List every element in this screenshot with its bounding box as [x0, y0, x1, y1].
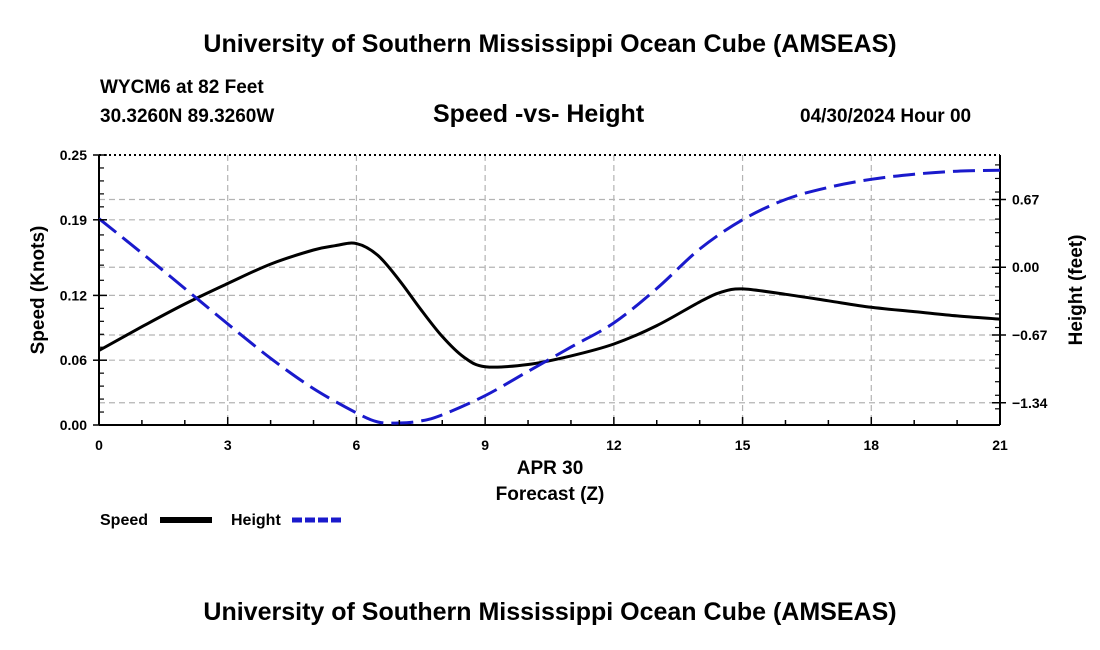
- x-tick-label: 12: [606, 437, 622, 453]
- x-tick-label: 21: [992, 437, 1008, 453]
- y2-tick-label: 0.67: [1012, 191, 1039, 207]
- station-label: WYCM6 at 82 Feet: [100, 77, 264, 98]
- x-tick-label: 6: [353, 437, 361, 453]
- y2-tick-label: −1.34: [1012, 395, 1048, 411]
- x-axis-title: Forecast (Z): [496, 484, 605, 505]
- y-tick-label: 0.06: [60, 352, 87, 368]
- series-group: [98, 168, 1001, 425]
- chart-title: Speed -vs- Height: [433, 100, 645, 128]
- x-axis-date-label: APR 30: [517, 458, 584, 479]
- footer-title: University of Southern Mississippi Ocean…: [203, 598, 897, 626]
- legend-label-height: Height: [231, 512, 281, 529]
- x-tick-label: 3: [224, 437, 232, 453]
- y2-axis-title: Height (feet): [1066, 235, 1087, 346]
- y-tick-label: 0.00: [60, 417, 87, 433]
- coordinates-label: 30.3260N 89.3260W: [100, 106, 275, 127]
- page-title: University of Southern Mississippi Ocean…: [203, 30, 897, 58]
- series-line-height: [98, 168, 1001, 425]
- x-tick-label: 9: [481, 437, 489, 453]
- y-tick-label: 0.25: [60, 147, 87, 163]
- plot-frame: [98, 154, 1001, 426]
- y-axis-title: Speed (Knots): [28, 226, 49, 355]
- axes: 0 3 6 9 12 15 18 21 0.00 0.06 0.12 0.19 0.25 0.67 0.00…: [60, 147, 1048, 453]
- x-tick-label: 15: [735, 437, 751, 453]
- forecast-datetime: 04/30/2024 Hour 00: [800, 106, 972, 127]
- y2-tick-label: 0.00: [1012, 259, 1039, 275]
- series-line-speed: [98, 241, 1001, 369]
- legend: Speed Height: [100, 512, 342, 529]
- legend-label-speed: Speed: [100, 512, 148, 529]
- y-tick-label: 0.12: [60, 287, 87, 303]
- x-tick-label: 18: [863, 437, 879, 453]
- y2-tick-label: −0.67: [1012, 327, 1048, 343]
- grid: [99, 155, 1000, 425]
- y-tick-label: 0.19: [60, 212, 87, 228]
- x-tick-label: 0: [95, 437, 103, 453]
